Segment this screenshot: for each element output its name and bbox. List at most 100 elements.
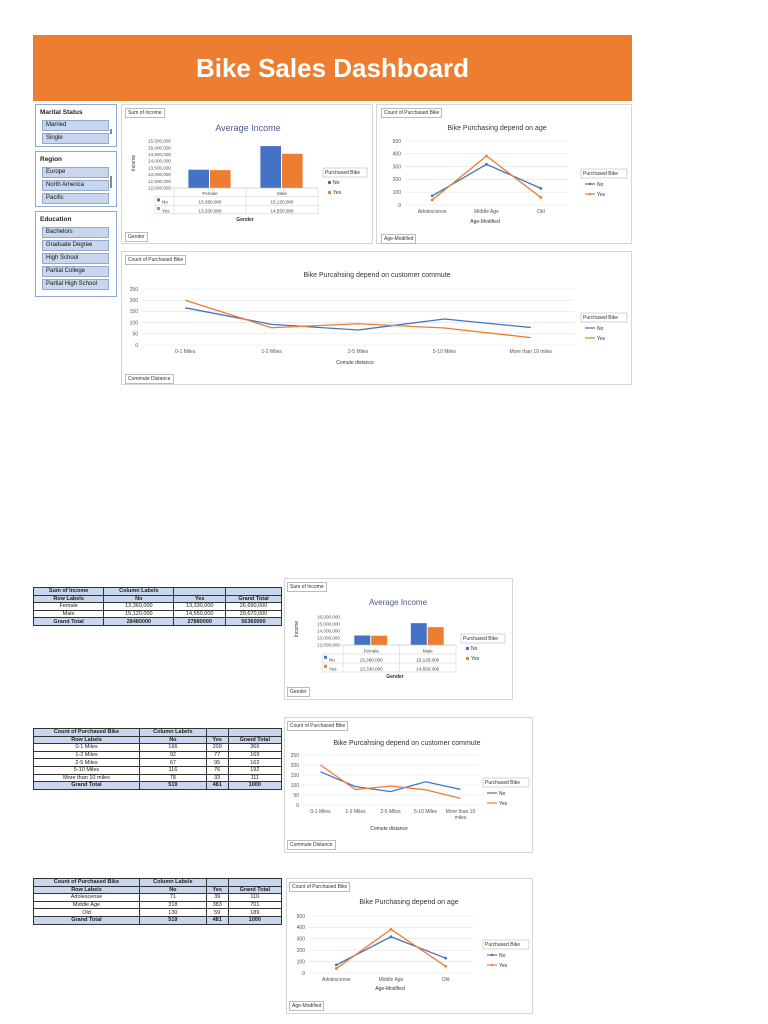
slicer-item-partial-high-school[interactable]: Partial High School xyxy=(42,279,109,290)
pivot-cell[interactable]: 15,120,000 xyxy=(103,609,175,619)
pivot-cell[interactable]: Count of Purchased Bike xyxy=(33,728,140,737)
pivot-cell[interactable]: 13,330,000 xyxy=(173,602,226,611)
pivot-cell[interactable]: 189 xyxy=(227,908,283,917)
pivot-cell[interactable]: 33 xyxy=(205,773,229,783)
pivot-cell[interactable]: 39 xyxy=(205,893,229,902)
pivot-cell[interactable]: 27880000 xyxy=(173,617,226,626)
pivot-cell[interactable]: Column Labels xyxy=(138,878,207,887)
pivot-cell[interactable]: 92 xyxy=(138,750,207,760)
pivot-cell[interactable]: 59 xyxy=(205,908,229,917)
field-button-commute-distance[interactable]: Commute Distance xyxy=(125,374,174,384)
pivot-cell[interactable]: 0-1 Miles xyxy=(33,743,140,752)
pivot-cell[interactable]: Row Labels xyxy=(33,735,140,745)
slicer-item-north-america[interactable]: North America xyxy=(42,180,109,191)
pivot-cell[interactable]: 318 xyxy=(138,900,207,910)
pivot-cell[interactable]: 162 xyxy=(227,758,283,767)
slicer-scrollbar[interactable] xyxy=(110,129,112,134)
pivot-cell[interactable] xyxy=(173,587,226,596)
pivot-cell[interactable]: 28480000 xyxy=(103,617,175,626)
field-button-count-purchased[interactable]: Count of Purchased Bike xyxy=(381,108,443,118)
pivot-cell[interactable]: 481 xyxy=(205,781,229,790)
pivot-cell[interactable]: 110 xyxy=(227,893,283,902)
pivot-cell[interactable]: 95 xyxy=(205,758,229,767)
pivot-cell[interactable]: Grand Total xyxy=(33,781,140,790)
pivot-cell[interactable]: 116 xyxy=(138,765,207,775)
field-button-commute-distance[interactable]: Commute Distance xyxy=(287,840,336,850)
field-button-age-modified[interactable]: Age-Modified xyxy=(289,1001,325,1011)
pivot-cell[interactable]: 71 xyxy=(138,893,207,902)
field-button-gender[interactable]: Gender xyxy=(125,232,148,242)
pivot-cell[interactable] xyxy=(224,587,283,596)
slicer-education[interactable]: Education Bachelors Graduate Degree High… xyxy=(35,211,117,297)
pivot-cell[interactable]: Grand Total xyxy=(32,617,105,626)
pivot-cell[interactable] xyxy=(227,878,283,887)
pivot-cell[interactable] xyxy=(205,878,229,887)
pivot-cell[interactable]: 701 xyxy=(227,900,283,910)
pivot-cell[interactable]: Yes xyxy=(205,885,229,895)
field-button-count-purchased[interactable]: Count of Purchased Bike xyxy=(125,255,187,265)
slicer-item-pacific[interactable]: Pacific xyxy=(42,193,109,204)
pivot-cell[interactable]: Column Labels xyxy=(103,587,175,596)
pivot-cell[interactable]: Column Labels xyxy=(138,728,207,737)
pivot-cell[interactable]: 481 xyxy=(205,915,229,925)
field-button-sum-income[interactable]: Sum of Income xyxy=(287,582,327,592)
pivot-cell[interactable]: Grand Total xyxy=(224,594,283,604)
pivot-cell[interactable]: 192 xyxy=(227,765,283,775)
pivot-cell[interactable]: 130 xyxy=(138,908,207,917)
pivot-cell[interactable]: Sum of Income xyxy=(32,587,105,596)
pivot-cell[interactable]: 29,670,000 xyxy=(224,609,283,619)
slicer-marital-status[interactable]: Marital Status Married Single xyxy=(35,104,117,147)
pivot-cell[interactable]: 2-5 Miles xyxy=(33,758,140,767)
pivot-cell[interactable]: 111 xyxy=(227,773,283,783)
pivot-cell[interactable]: Row Labels xyxy=(33,885,140,895)
pivot-cell[interactable]: Grand Total xyxy=(33,915,140,925)
pivot-cell[interactable]: 13,360,000 xyxy=(103,602,175,611)
pivot-cell[interactable]: 1000 xyxy=(227,781,283,790)
pivot-cell[interactable]: 67 xyxy=(138,758,207,767)
slicer-item-graduate-degree[interactable]: Graduate Degree xyxy=(42,240,109,251)
pivot-cell[interactable]: Yes xyxy=(205,735,229,745)
pivot-cell[interactable]: 5-10 Miles xyxy=(33,765,140,775)
pivot-cell[interactable]: 169 xyxy=(227,750,283,760)
field-button-age-modified[interactable]: Age-Modified xyxy=(381,234,417,244)
pivot-cell[interactable]: 166 xyxy=(138,743,207,752)
pivot-cell[interactable]: 76 xyxy=(205,765,229,775)
pivot-cell[interactable]: Male xyxy=(32,609,105,619)
pivot-cell[interactable] xyxy=(227,728,283,737)
field-button-gender[interactable]: Gender xyxy=(287,687,310,697)
pivot-cell[interactable]: Old xyxy=(33,908,140,917)
pivot-cell[interactable]: No xyxy=(103,594,175,604)
slicer-item-bachelors[interactable]: Bachelors xyxy=(42,227,109,238)
pivot-cell[interactable]: Yes xyxy=(173,594,226,604)
pivot-cell[interactable] xyxy=(205,728,229,737)
slicer-region[interactable]: Region Europe North America Pacific xyxy=(35,151,117,207)
pivot-cell[interactable]: Count of Purchased Bike xyxy=(33,878,140,887)
pivot-cell[interactable]: Adolescense xyxy=(33,893,140,902)
pivot-cell[interactable]: 200 xyxy=(205,743,229,752)
pivot-cell[interactable]: 56360000 xyxy=(224,617,283,626)
slicer-item-partial-college[interactable]: Partial College xyxy=(42,266,109,277)
pivot-cell[interactable]: Grand Total xyxy=(227,735,283,745)
field-button-count-purchased[interactable]: Count of Purchased Bike xyxy=(287,721,349,731)
pivot-cell[interactable]: 78 xyxy=(138,773,207,783)
pivot-cell[interactable]: 1000 xyxy=(227,915,283,925)
pivot-cell[interactable]: Female xyxy=(32,602,105,611)
pivot-cell[interactable]: No xyxy=(138,885,207,895)
slicer-item-europe[interactable]: Europe xyxy=(42,167,109,178)
slicer-item-high-school[interactable]: High School xyxy=(42,253,109,264)
slicer-item-married[interactable]: Married xyxy=(42,120,109,131)
field-button-sum-income[interactable]: Sum of Income xyxy=(125,108,165,118)
pivot-cell[interactable]: 77 xyxy=(205,750,229,760)
pivot-cell[interactable]: 1-2 Miles xyxy=(33,750,140,760)
slicer-item-single[interactable]: Single xyxy=(42,133,109,144)
pivot-cell[interactable]: More than 10 miles xyxy=(33,773,140,783)
pivot-cell[interactable]: No xyxy=(138,735,207,745)
pivot-cell[interactable]: 26,690,000 xyxy=(224,602,283,611)
pivot-cell[interactable]: 519 xyxy=(138,915,207,925)
pivot-cell[interactable]: Middle Age xyxy=(33,900,140,910)
pivot-cell[interactable]: 14,550,000 xyxy=(173,609,226,619)
pivot-cell[interactable]: 383 xyxy=(205,900,229,910)
field-button-count-purchased[interactable]: Count of Purchased Bike xyxy=(289,882,351,892)
pivot-cell[interactable]: 519 xyxy=(138,781,207,790)
pivot-cell[interactable]: 366 xyxy=(227,743,283,752)
